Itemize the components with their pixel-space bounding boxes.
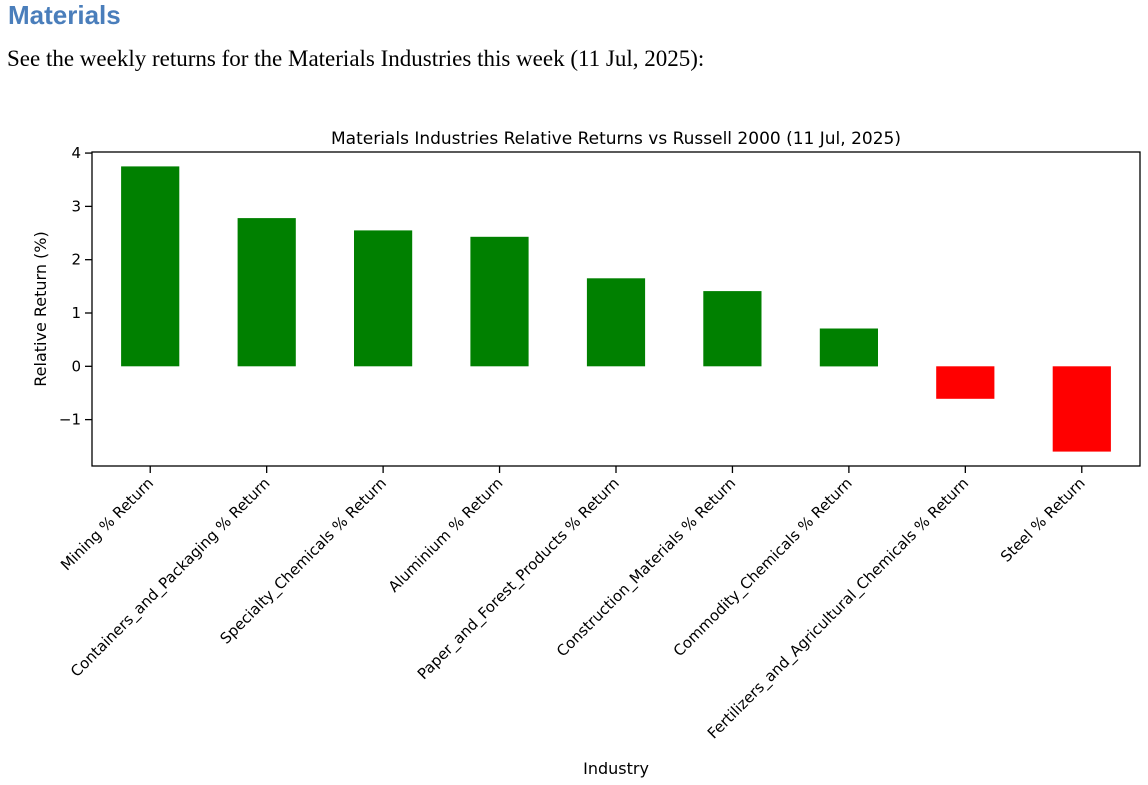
x-tick-label: Paper_and_Forest_Products % Return (414, 474, 624, 684)
bar-3 (354, 230, 413, 367)
chart-title: Materials Industries Relative Returns vs… (331, 129, 901, 149)
y-tick-label: 2 (71, 251, 81, 269)
bar-9 (1052, 366, 1111, 452)
y-tick-label: 3 (71, 197, 81, 215)
chart-svg: −1 0 1 2 3 4 Mining % ReturnContainers_and_Pac… (31, 129, 1141, 778)
x-tick-label: Fertilizers_and_Agricultural_Chemicals %… (704, 474, 973, 743)
bar-8 (936, 366, 995, 399)
y-tick-label: 1 (71, 304, 81, 322)
y-tick-label: 4 (71, 144, 81, 162)
x-tick-label: Steel % Return (997, 474, 1089, 566)
x-tick-label: Containers_and_Packaging % Return (67, 474, 274, 681)
bar-6 (703, 291, 762, 367)
bar-5 (586, 278, 646, 367)
x-tick-label: Mining % Return (57, 474, 157, 574)
bar-4 (470, 236, 529, 367)
intro-text: See the weekly returns for the Materials… (7, 46, 705, 71)
bar-2 (237, 218, 296, 367)
relative-returns-bar-chart: −1 0 1 2 3 4 Mining % Return Containers_and_Pac… (0, 120, 1148, 785)
page-title: Materials (8, 0, 121, 30)
y-tick-label: −1 (59, 411, 81, 429)
bar-1 (121, 166, 180, 367)
bar-7 (819, 328, 878, 367)
x-tick-label: Aluminium % Return (385, 474, 507, 596)
x-axis-label: Industry (583, 759, 649, 778)
y-axis-label: Relative Return (%) (31, 231, 50, 386)
y-tick-label: 0 (71, 357, 81, 375)
